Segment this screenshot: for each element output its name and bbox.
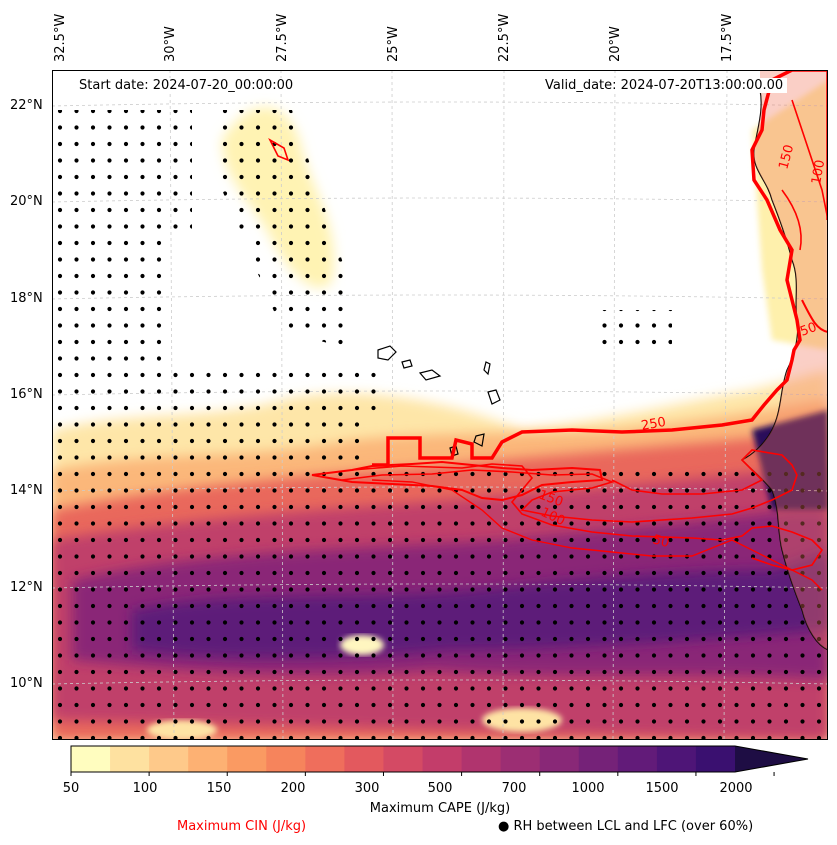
colorbar-outline bbox=[70, 745, 809, 773]
colorbar-segment bbox=[227, 746, 267, 772]
cin-contour-100 bbox=[351, 463, 824, 571]
coastline-africa bbox=[740, 89, 828, 651]
cin-contour-coast-s bbox=[801, 299, 828, 333]
lat-label-16n: 16°N bbox=[10, 387, 43, 402]
cin-label-250: 250 bbox=[640, 415, 667, 434]
lon-label-25w: 25°W bbox=[386, 26, 401, 62]
rh-legend-label: ● RH between LCL and LFC (over 60%) bbox=[498, 819, 754, 834]
colorbar-tick-1500: 1500 bbox=[645, 781, 679, 796]
map-frame bbox=[52, 70, 828, 740]
colorbar-tick-150: 150 bbox=[206, 781, 232, 796]
valid-date-label: Valid_date: 2024-07-20T13:00:00.00 bbox=[541, 78, 788, 93]
cin-contour-thick bbox=[372, 70, 828, 467]
colorbar-segments bbox=[71, 746, 736, 772]
colorbar-segment bbox=[149, 746, 189, 772]
lon-label-27-5w: 27.5°W bbox=[275, 13, 290, 62]
colorbar-segment bbox=[539, 746, 580, 772]
cin-contour-coast-n bbox=[791, 99, 828, 221]
colorbar-extend-arrow bbox=[735, 746, 808, 772]
colorbar-segment bbox=[344, 746, 384, 772]
cin-label-100-north: 100 bbox=[809, 159, 828, 186]
island-sao-vicente bbox=[401, 359, 413, 369]
colorbar-tick-1000: 1000 bbox=[571, 781, 605, 796]
island-boa-vista bbox=[487, 389, 501, 405]
colorbar-tick-700: 700 bbox=[501, 781, 527, 796]
colorbar-segment bbox=[383, 746, 424, 772]
colorbar-segment bbox=[188, 746, 228, 772]
colorbar-segment bbox=[110, 746, 150, 772]
colorbar-tick-300: 300 bbox=[354, 781, 380, 796]
colorbar-segment bbox=[422, 746, 463, 772]
colorbar-tick-2000: 2000 bbox=[719, 781, 753, 796]
cin-contours bbox=[268, 70, 828, 591]
colorbar-segment bbox=[461, 746, 502, 772]
lat-label-10n: 10°N bbox=[10, 676, 43, 691]
colorbar-segment bbox=[305, 746, 345, 772]
colorbar-tick-500: 500 bbox=[427, 781, 453, 796]
map-panel: 50 100 150 250 150 100 50 bbox=[52, 70, 828, 740]
colorbar-segment bbox=[266, 746, 306, 772]
cin-contour-coast-n2 bbox=[781, 189, 802, 251]
island-santo-antao bbox=[377, 345, 397, 361]
colorbar-segment bbox=[695, 746, 736, 772]
rh-stippling bbox=[52, 70, 828, 740]
island-santiago bbox=[473, 433, 485, 447]
colorbar-title: Maximum CAPE (J/kg) bbox=[369, 801, 511, 816]
cin-legend-label: Maximum CIN (J/kg) bbox=[177, 819, 307, 834]
cin-contour-50 bbox=[371, 479, 823, 591]
cin-contour-150 bbox=[341, 449, 798, 523]
cin-label-150-north: 150 bbox=[776, 143, 797, 171]
colorbar-segment bbox=[656, 746, 697, 772]
colorbar-tick-200: 200 bbox=[280, 781, 306, 796]
lon-label-22-5w: 22.5°W bbox=[497, 13, 512, 62]
cin-contour-island-nw bbox=[268, 137, 290, 162]
colorbar-segment bbox=[617, 746, 658, 772]
lon-label-32-5w: 32.5°W bbox=[53, 13, 68, 62]
lat-label-18n: 18°N bbox=[10, 291, 43, 306]
cape-verde-islands bbox=[377, 345, 501, 457]
lat-label-14n: 14°N bbox=[10, 483, 43, 498]
lat-label-12n: 12°N bbox=[10, 580, 43, 595]
island-sal bbox=[483, 361, 491, 376]
colorbar bbox=[70, 745, 809, 776]
cin-label-50-left: 50 bbox=[651, 532, 671, 551]
lat-label-22n: 22°N bbox=[10, 98, 43, 113]
colorbar-segment bbox=[578, 746, 619, 772]
lon-label-17-5w: 17.5°W bbox=[720, 13, 735, 62]
cin-label-50-east: 50 bbox=[798, 320, 819, 340]
lon-label-20w: 20°W bbox=[608, 26, 623, 62]
coastline-shading bbox=[742, 70, 828, 650]
island-sao-nicolau bbox=[418, 369, 442, 381]
start-date-label: Start date: 2024-07-20_00:00:00 bbox=[75, 78, 298, 93]
colorbar-tick-100: 100 bbox=[132, 781, 158, 796]
colorbar-tick-50: 50 bbox=[62, 781, 80, 796]
colorbar-segment bbox=[500, 746, 541, 772]
colorbar-ticks bbox=[70, 772, 775, 776]
lon-label-30w: 30°W bbox=[163, 26, 178, 62]
colorbar-segment bbox=[71, 746, 111, 772]
lat-label-20n: 20°N bbox=[10, 194, 43, 209]
